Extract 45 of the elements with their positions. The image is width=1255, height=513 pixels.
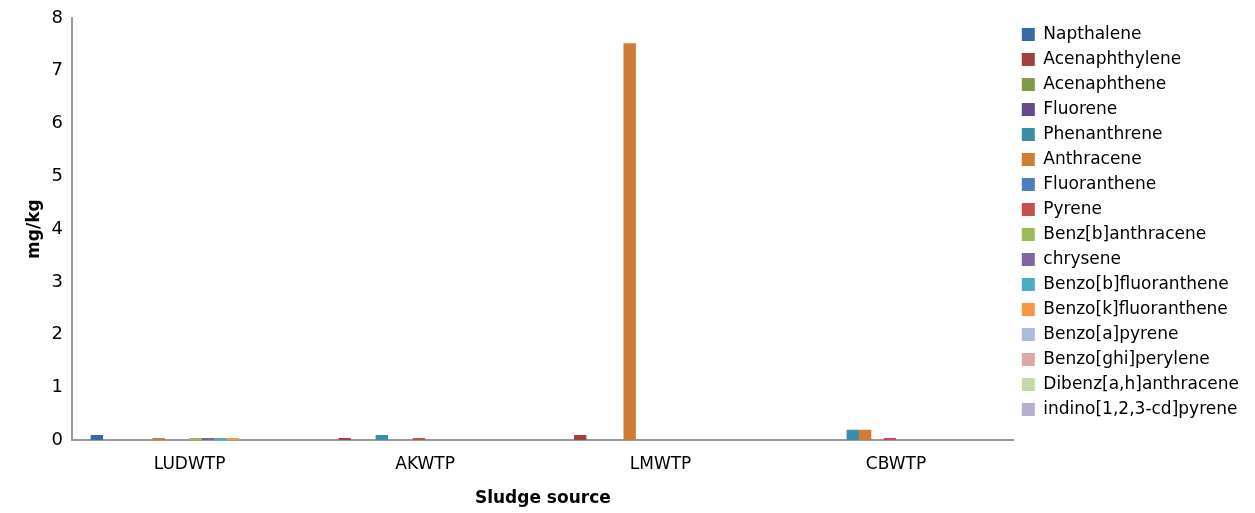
legend-label: Dibenz[a,h]anthracene bbox=[1043, 372, 1239, 393]
bar bbox=[858, 429, 872, 441]
bar bbox=[338, 438, 351, 441]
bar bbox=[226, 438, 240, 441]
y-tick-label: 7 bbox=[51, 58, 63, 80]
legend-label: Anthracene bbox=[1043, 147, 1142, 168]
bar bbox=[883, 438, 897, 441]
legend-label: Fluorene bbox=[1043, 97, 1118, 118]
x-tick-label: AKWTP bbox=[395, 452, 455, 473]
legend-label: Benzo[k]fluoranthene bbox=[1043, 297, 1228, 318]
legend-label: chrysene bbox=[1043, 247, 1122, 268]
legend-label: Fluoranthene bbox=[1043, 172, 1157, 193]
legend-label: Benzo[a]pyrene bbox=[1043, 322, 1179, 343]
legend-label: Acenaphthylene bbox=[1043, 47, 1182, 68]
x-axis-title: Sludge source bbox=[474, 487, 611, 508]
legend-label: Acenaphthene bbox=[1043, 72, 1167, 93]
bar bbox=[623, 43, 636, 441]
y-axis-title: mg/kg bbox=[22, 199, 43, 259]
bar bbox=[574, 434, 587, 441]
legend-label: Pyrene bbox=[1043, 197, 1102, 218]
bar bbox=[375, 434, 388, 441]
bar bbox=[846, 429, 859, 441]
x-tick-label: CBWTP bbox=[865, 452, 927, 473]
y-tick-label: 0 bbox=[51, 427, 63, 449]
bar bbox=[90, 434, 104, 441]
y-tick-label: 5 bbox=[51, 164, 63, 185]
y-tick-label: 6 bbox=[51, 111, 63, 133]
legend-label: Napthalene bbox=[1043, 22, 1142, 43]
legend-label: Phenanthrene bbox=[1043, 122, 1163, 143]
y-tick-label: 8 bbox=[51, 5, 63, 27]
x-tick-label: LMWTP bbox=[629, 452, 692, 473]
y-tick-label: 1 bbox=[51, 375, 63, 397]
legend-label: Benz[b]anthracene bbox=[1043, 222, 1207, 243]
bar bbox=[412, 438, 426, 441]
y-tick-label: 4 bbox=[51, 216, 63, 238]
legend-label: Benzo[ghi]perylene bbox=[1043, 347, 1210, 368]
bar bbox=[201, 438, 215, 441]
legend-label: Benzo[b]fluoranthene bbox=[1043, 272, 1229, 293]
y-tick-label: 2 bbox=[51, 322, 63, 344]
y-tick-label: 3 bbox=[51, 269, 63, 291]
bar bbox=[214, 438, 227, 441]
x-tick-label: LUDWTP bbox=[153, 452, 226, 473]
legend-label: indino[1,2,3-cd]pyrene bbox=[1043, 397, 1238, 418]
bar bbox=[152, 438, 165, 441]
bar bbox=[189, 438, 202, 441]
